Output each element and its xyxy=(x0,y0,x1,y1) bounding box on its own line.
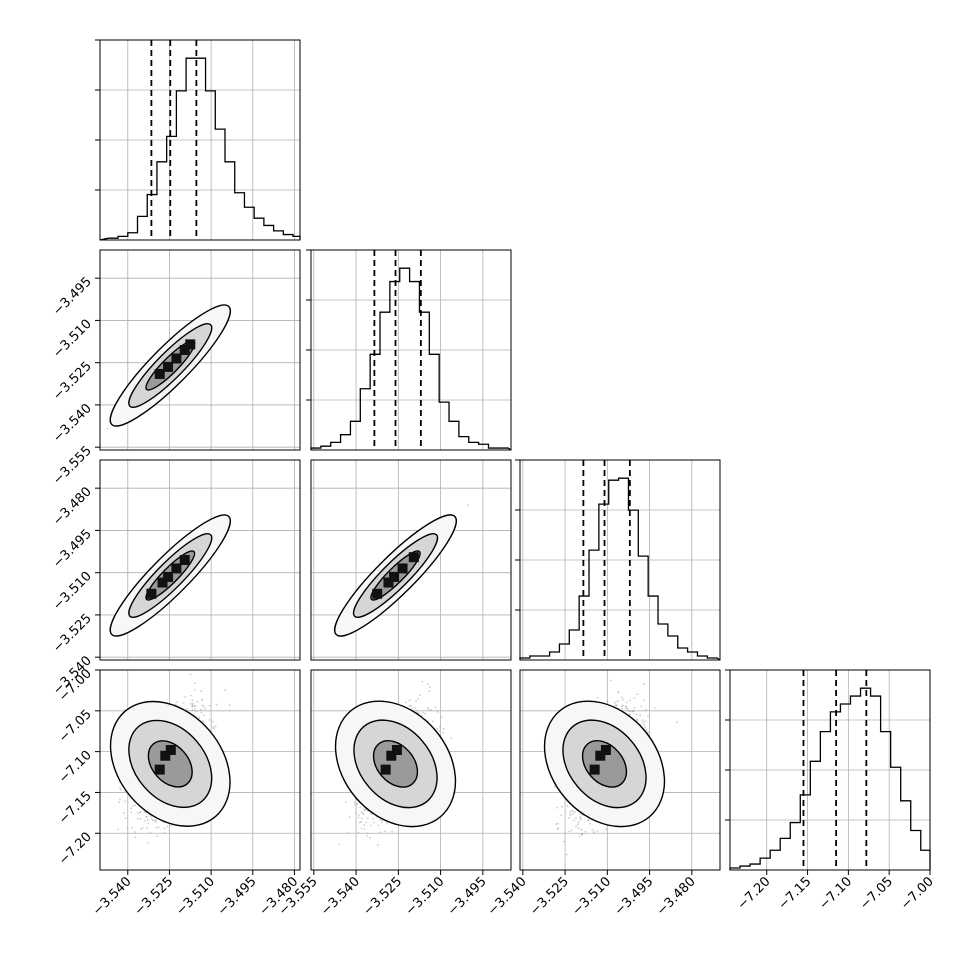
panel-2-0 xyxy=(99,459,301,661)
scatter-point xyxy=(147,822,150,824)
density-peak xyxy=(146,588,157,599)
density-peak xyxy=(389,571,400,582)
panel-frame xyxy=(729,669,931,871)
density-peak xyxy=(171,353,182,364)
density-peak xyxy=(179,555,190,565)
density-peak xyxy=(157,577,168,588)
histogram-bars xyxy=(519,477,721,661)
density-peak xyxy=(372,588,383,599)
panel-frame xyxy=(310,459,512,661)
panel-3-0 xyxy=(99,669,301,871)
panel-1-0 xyxy=(99,249,301,451)
scatter-point xyxy=(191,699,194,702)
histogram-bars xyxy=(310,267,512,451)
panel-3-3 xyxy=(725,669,931,871)
scatter-point xyxy=(150,817,153,820)
histogram-bars xyxy=(99,57,301,241)
scatter-point xyxy=(198,716,201,718)
density-peak xyxy=(171,563,182,574)
density-peak xyxy=(397,563,408,574)
density-peak xyxy=(185,339,196,350)
density-peak xyxy=(163,571,174,582)
panel-frame xyxy=(99,459,301,661)
panel-2-1 xyxy=(310,459,512,661)
scatter-point xyxy=(189,673,192,676)
panel-content xyxy=(334,504,469,637)
panel-2-2 xyxy=(515,459,721,661)
scatter-point xyxy=(196,700,199,703)
panel-frame xyxy=(310,249,512,451)
scatter-point xyxy=(153,820,156,822)
panel-frame xyxy=(519,459,721,661)
scatter-point xyxy=(106,427,109,430)
scatter-point xyxy=(192,702,195,705)
panel-frame xyxy=(99,249,301,451)
density-peak xyxy=(408,552,419,563)
scatter-point xyxy=(200,690,203,693)
scatter-point xyxy=(131,804,134,807)
panel-frame xyxy=(99,39,301,241)
scatter-point xyxy=(156,835,159,837)
density-peak xyxy=(154,368,165,379)
density-peak xyxy=(163,361,174,372)
scatter-point xyxy=(214,725,217,728)
panel-content xyxy=(106,304,231,430)
density-peak xyxy=(179,345,190,355)
panel-content xyxy=(109,514,231,637)
scatter-point xyxy=(154,819,157,821)
histogram-bars xyxy=(729,687,931,870)
scatter-point xyxy=(228,704,231,707)
scatter-point xyxy=(124,800,127,803)
density-peak xyxy=(383,577,394,588)
panel-1-1 xyxy=(306,249,512,451)
panel-content xyxy=(109,673,231,844)
scatter-point xyxy=(119,787,121,789)
scatter-point xyxy=(134,836,137,839)
scatter-point xyxy=(119,788,122,791)
scatter-point xyxy=(467,504,469,506)
panel-0-0 xyxy=(95,39,301,241)
